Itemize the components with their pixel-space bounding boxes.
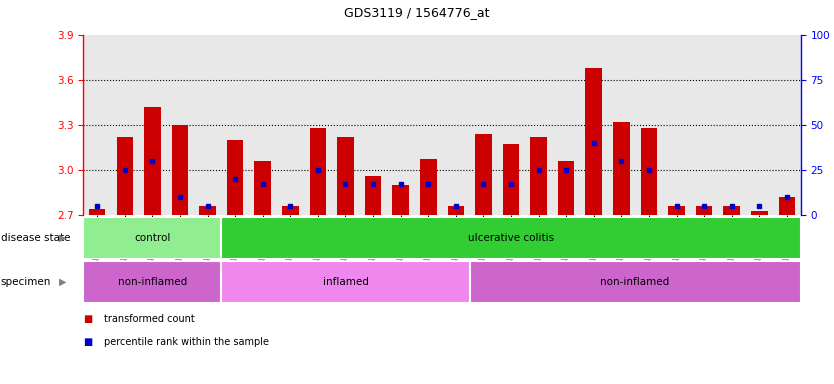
Text: ■: ■ bbox=[83, 314, 93, 324]
Bar bbox=[89, 209, 105, 215]
Text: ulcerative colitis: ulcerative colitis bbox=[468, 233, 554, 243]
Bar bbox=[83, 217, 221, 259]
Bar bbox=[779, 197, 795, 215]
Text: specimen: specimen bbox=[1, 277, 51, 287]
Text: transformed count: transformed count bbox=[104, 314, 195, 324]
Bar bbox=[309, 128, 326, 215]
Text: non-inflamed: non-inflamed bbox=[600, 277, 670, 287]
Bar bbox=[641, 128, 657, 215]
Text: ▶: ▶ bbox=[59, 277, 66, 287]
Text: percentile rank within the sample: percentile rank within the sample bbox=[104, 337, 269, 347]
Text: ▶: ▶ bbox=[59, 233, 66, 243]
Bar bbox=[254, 161, 271, 215]
Text: ■: ■ bbox=[83, 337, 93, 347]
Bar bbox=[558, 161, 575, 215]
Bar bbox=[420, 159, 436, 215]
Bar bbox=[221, 217, 801, 259]
Bar bbox=[696, 206, 712, 215]
Text: non-inflamed: non-inflamed bbox=[118, 277, 187, 287]
Bar bbox=[227, 140, 244, 215]
Bar bbox=[337, 137, 354, 215]
Bar bbox=[668, 206, 685, 215]
Bar bbox=[83, 261, 221, 303]
Bar bbox=[392, 185, 409, 215]
Bar bbox=[503, 144, 520, 215]
Bar bbox=[613, 122, 630, 215]
Text: disease state: disease state bbox=[1, 233, 70, 243]
Bar bbox=[199, 206, 216, 215]
Bar bbox=[144, 107, 161, 215]
Text: GDS3119 / 1564776_at: GDS3119 / 1564776_at bbox=[344, 6, 490, 19]
Bar bbox=[364, 176, 381, 215]
Bar bbox=[117, 137, 133, 215]
Text: control: control bbox=[134, 233, 170, 243]
Bar bbox=[172, 125, 188, 215]
Bar bbox=[448, 206, 464, 215]
Bar bbox=[475, 134, 492, 215]
Bar bbox=[751, 210, 767, 215]
Text: inflamed: inflamed bbox=[323, 277, 369, 287]
Bar bbox=[530, 137, 547, 215]
Bar bbox=[221, 261, 470, 303]
Bar bbox=[723, 206, 740, 215]
Bar bbox=[585, 68, 602, 215]
Bar bbox=[470, 261, 801, 303]
Bar bbox=[282, 206, 299, 215]
